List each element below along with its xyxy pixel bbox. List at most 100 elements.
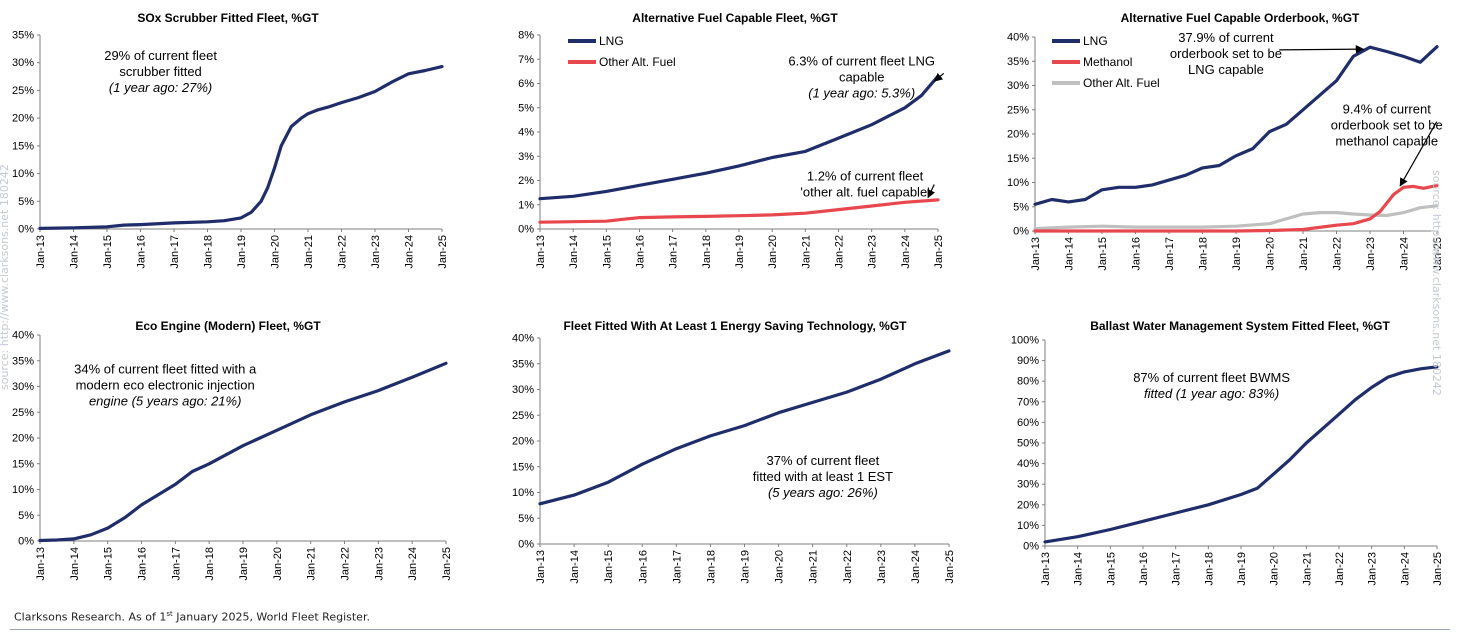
y-tick-label: 10%	[1017, 520, 1039, 532]
y-tick-label: 20%	[12, 433, 34, 445]
x-tick-label: Jan-13	[535, 235, 547, 269]
x-tick-label: Jan-21	[303, 235, 315, 269]
x-tick-label: Jan-16	[637, 550, 649, 584]
chart-panel-6: Ballast Water Management System Fitted F…	[1011, 319, 1444, 586]
y-tick-label: 20%	[12, 113, 34, 125]
x-tick-label: Jan-18	[705, 550, 717, 584]
x-tick-label: Jan-24	[900, 235, 912, 269]
y-tick-label: 20%	[512, 436, 534, 448]
chart-title: SOx Scrubber Fitted Fleet, %GT	[137, 11, 319, 25]
x-tick-label: Jan-13	[1040, 552, 1052, 586]
y-tick-label: 100%	[1011, 335, 1039, 347]
series-line	[1043, 365, 1439, 544]
x-tick-label: Jan-21	[306, 547, 318, 581]
annotation-line: orderbook set to be	[1331, 118, 1443, 133]
y-tick-label: 15%	[12, 140, 34, 152]
chart-title: Eco Engine (Modern) Fleet, %GT	[135, 319, 321, 333]
x-tick-label: Jan-19	[1236, 552, 1248, 586]
y-tick-label: 10%	[12, 484, 34, 496]
y-tick-label: 25%	[1007, 104, 1029, 116]
annotation-line: engine (5 years ago: 21%)	[89, 394, 241, 409]
y-tick-label: 5%	[1013, 201, 1029, 213]
x-tick-label: Jan-20	[774, 550, 786, 584]
y-tick-label: 0%	[18, 224, 34, 236]
footer-source-pre: Clarksons Research. As of 1	[14, 610, 167, 624]
series-line-lng	[538, 74, 940, 201]
x-tick-label: Jan-23	[876, 550, 888, 584]
x-tick-label: Jan-23	[1365, 237, 1377, 271]
legend-label: Other Alt. Fuel	[599, 55, 676, 69]
series-line	[38, 64, 444, 230]
y-tick-label: 4%	[518, 127, 534, 139]
y-tick-label: 2%	[518, 175, 534, 187]
y-tick-label: 35%	[512, 358, 534, 370]
legend-label: Other Alt. Fuel	[1083, 76, 1160, 90]
y-tick-label: 70%	[1017, 396, 1039, 408]
chart-title: Alternative Fuel Capable Orderbook, %GT	[1121, 11, 1360, 25]
series-line	[38, 361, 448, 543]
annotation-text: 1.2% of current fleet'other alt. fuel ca…	[800, 169, 929, 200]
x-tick-label: Jan-25	[933, 235, 945, 269]
x-tick-label: Jan-21	[800, 235, 812, 269]
x-tick-label: Jan-18	[204, 547, 216, 581]
x-tick-label: Jan-16	[1138, 552, 1150, 586]
footer-source-sup: st	[166, 610, 173, 618]
x-tick-label: Jan-20	[272, 547, 284, 581]
annotation-line: 37% of current fleet	[767, 453, 880, 468]
x-tick-label: Jan-25	[441, 547, 453, 581]
x-tick-label: Jan-15	[1105, 552, 1117, 586]
x-tick-label: Jan-14	[1064, 237, 1076, 271]
y-tick-label: 8%	[518, 30, 534, 42]
y-tick-label: 30%	[12, 381, 34, 393]
x-tick-label: Jan-18	[1203, 552, 1215, 586]
footer-source-post: January 2025, World Fleet Register.	[172, 610, 370, 624]
y-tick-label: 40%	[12, 330, 34, 342]
y-tick-label: 0%	[518, 224, 534, 236]
legend-label: LNG	[599, 34, 624, 48]
x-tick-label: Jan-13	[35, 235, 47, 269]
chart-panel-1: SOx Scrubber Fitted Fleet, %GT 0% 5% 10% 15%…	[12, 11, 449, 269]
y-tick-label: 0%	[1023, 541, 1039, 553]
chart-title: Alternative Fuel Capable Fleet, %GT	[632, 11, 838, 25]
annotation-line: LNG capable	[1188, 62, 1264, 77]
y-tick-label: 5%	[518, 102, 534, 114]
annotation-line: fitted with at least 1 EST	[753, 469, 893, 484]
x-tick-label: Jan-15	[102, 235, 114, 269]
x-tick-label: Jan-17	[1171, 552, 1183, 586]
x-tick-label: Jan-17	[671, 550, 683, 584]
y-tick-label: 15%	[12, 458, 34, 470]
x-tick-label: Jan-21	[1298, 237, 1310, 271]
y-tick-label: 0%	[18, 536, 34, 548]
legend-label: LNG	[1083, 34, 1108, 48]
x-tick-label: Jan-20	[270, 235, 282, 269]
footer-source: Clarksons Research. As of 1st January 20…	[14, 610, 370, 624]
y-tick-label: 15%	[1007, 153, 1029, 165]
y-tick-label: 0%	[1013, 226, 1029, 238]
x-tick-label: Jan-14	[69, 547, 81, 581]
y-tick-label: 30%	[12, 57, 34, 69]
y-tick-label: 0%	[518, 539, 534, 551]
x-tick-label: Jan-13	[1030, 237, 1042, 271]
annotation-line: scrubber fitted	[119, 64, 201, 79]
x-tick-label: Jan-22	[834, 235, 846, 269]
x-tick-label: Jan-23	[370, 235, 382, 269]
x-tick-label: Jan-23	[373, 547, 385, 581]
y-tick-label: 5%	[18, 510, 34, 522]
y-tick-label: 5%	[18, 196, 34, 208]
series-line-lng	[1033, 45, 1439, 206]
y-tick-label: 3%	[518, 151, 534, 163]
annotation-line: 1.2% of current fleet	[807, 169, 924, 184]
x-tick-label: Jan-19	[236, 235, 248, 269]
x-tick-label: Jan-15	[1097, 237, 1109, 271]
x-tick-label: Jan-13	[35, 547, 47, 581]
y-tick-label: 40%	[1017, 458, 1039, 470]
source-watermark-left: source: http://www.clarksons.net 180242	[0, 164, 11, 390]
chart-panel-2: Alternative Fuel Capable Fleet, %GT 0% 1% 2…	[518, 11, 945, 269]
y-tick-label: 25%	[12, 407, 34, 419]
x-tick-label: Jan-15	[603, 550, 615, 584]
annotation-line: 87% of current fleet BWMS	[1133, 370, 1290, 385]
x-tick-label: Jan-25	[1432, 237, 1444, 271]
y-tick-label: 40%	[1007, 32, 1029, 44]
annotation-line: 6.3% of current fleet LNG	[788, 53, 935, 68]
